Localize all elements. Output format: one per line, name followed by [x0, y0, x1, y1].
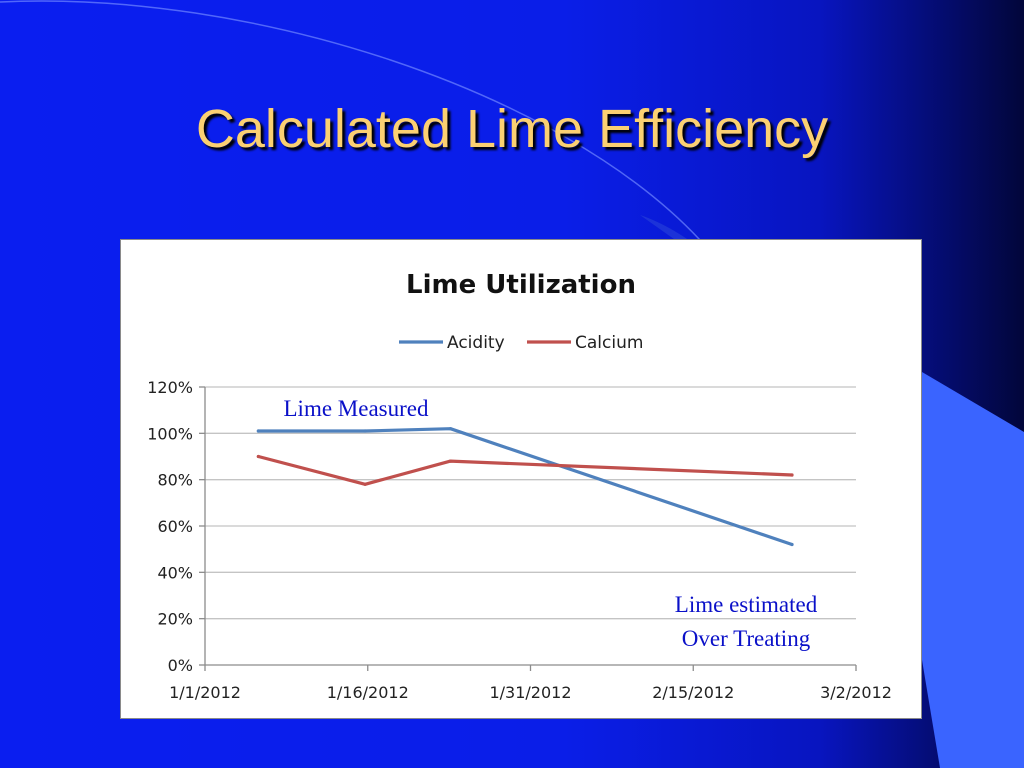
y-tick-label: 0% — [168, 656, 193, 675]
legend-label-calcium: Calcium — [575, 333, 643, 353]
annotation-line-2: Over Treating — [681, 626, 811, 651]
y-tick-label: 80% — [157, 471, 193, 490]
data-point-calcium — [256, 454, 260, 459]
line-chart: Lime Utilization Acidity Calcium 0% 20% 40%… — [147, 270, 892, 702]
chart-legend: Acidity Calcium — [399, 333, 643, 353]
data-point-calcium — [790, 473, 794, 477]
data-point-acidity — [448, 427, 453, 431]
series-line-calcium — [256, 454, 794, 486]
x-tick-label: 3/2/2012 — [820, 683, 892, 702]
data-point-acidity — [363, 429, 367, 433]
x-tick-label: 1/16/2012 — [327, 683, 409, 702]
y-axis: 0% 20% 40% 60% 80% 100% 120% — [147, 378, 206, 675]
background-accent-shape — [922, 372, 1024, 768]
chart-series — [256, 427, 794, 547]
annotation-lime-measured: Lime Measured — [283, 396, 429, 421]
x-tick-label: 1/1/2012 — [169, 683, 241, 702]
y-tick-label: 120% — [147, 378, 193, 397]
x-tick-label: 2/15/2012 — [652, 683, 734, 702]
y-tick-label: 20% — [157, 610, 193, 629]
legend-label-acidity: Acidity — [447, 333, 505, 353]
y-tick-label: 60% — [157, 517, 193, 536]
chart-gridlines — [205, 386, 856, 666]
data-point-calcium — [363, 482, 367, 486]
chart-title: Lime Utilization — [406, 270, 636, 300]
x-tick-label: 1/31/2012 — [489, 683, 571, 702]
chart-panel: Lime Utilization Acidity Calcium 0% 20% 40%… — [120, 239, 922, 719]
y-tick-label: 40% — [157, 563, 193, 582]
y-tick-label: 100% — [147, 424, 193, 443]
series-line-acidity — [256, 427, 794, 547]
background-swoosh — [0, 0, 701, 241]
data-point-calcium — [448, 459, 453, 463]
annotation-lime-estimated: Lime estimated Over Treating — [641, 588, 851, 656]
x-axis: 1/1/2012 1/16/2012 1/31/2012 2/15/2012 3/2/2… — [169, 665, 892, 702]
annotation-line-1: Lime estimated — [674, 592, 818, 617]
data-point-acidity — [790, 542, 794, 547]
data-point-acidity — [256, 429, 260, 433]
slide-title: Calculated Lime Efficiency — [195, 99, 829, 159]
